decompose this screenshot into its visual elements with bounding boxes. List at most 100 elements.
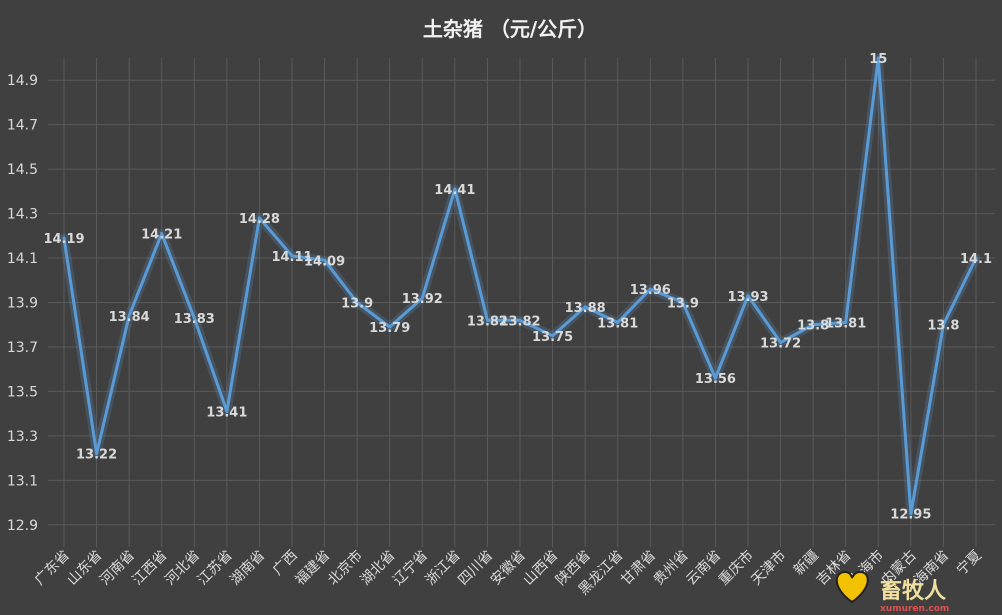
data-point — [420, 296, 424, 300]
data-point — [225, 409, 229, 413]
data-label: 13.22 — [76, 448, 117, 463]
x-tick-label: 四川省 — [455, 548, 496, 589]
data-point — [974, 256, 978, 260]
data-label: 13.9 — [667, 297, 699, 312]
chart-title: 土杂猪 （元/公斤） — [423, 17, 597, 41]
x-tick-label: 江西省 — [130, 548, 171, 589]
data-point — [583, 305, 587, 309]
x-tick-label: 广东省 — [32, 548, 73, 589]
data-label: 13.88 — [565, 301, 606, 316]
y-tick-label: 14.7 — [7, 118, 38, 134]
data-point — [941, 323, 945, 327]
watermark-text: 畜牧人 — [880, 578, 946, 604]
heart-icon — [835, 570, 869, 604]
data-label: 14.21 — [141, 228, 182, 243]
x-tick-label: 北京市 — [324, 547, 366, 589]
series-group — [59, 53, 981, 519]
x-tick-label: 云南省 — [683, 548, 724, 589]
y-tick-label: 12.9 — [7, 518, 38, 534]
data-point — [485, 318, 489, 322]
y-tick-label: 13.1 — [7, 473, 38, 489]
data-point — [551, 334, 555, 338]
data-point — [909, 512, 913, 516]
watermark: 畜牧人 xumuren.com — [835, 570, 949, 614]
data-point — [62, 236, 66, 240]
data-point — [681, 301, 685, 304]
data-labels: 14.1913.2213.8414.2113.8313.4114.2814.11… — [43, 52, 992, 523]
data-label: 13.81 — [825, 317, 866, 332]
x-tick-label: 浙江省 — [423, 548, 464, 589]
y-tick-label: 14.5 — [7, 162, 38, 178]
data-label: 13.93 — [727, 290, 768, 305]
data-point — [95, 452, 99, 456]
data-label: 13.82 — [467, 314, 508, 329]
data-point — [746, 294, 750, 298]
data-point — [127, 314, 131, 318]
data-point — [192, 316, 196, 320]
data-label: 15 — [869, 52, 887, 67]
data-label: 13.72 — [760, 337, 801, 352]
data-label: 13.84 — [109, 310, 150, 325]
x-tick-label: 河北省 — [162, 548, 203, 589]
data-point — [713, 376, 717, 380]
y-tick-label: 13.3 — [7, 429, 38, 445]
x-tick-label: 山西省 — [520, 548, 561, 589]
data-point — [648, 287, 652, 291]
data-label: 13.75 — [532, 330, 573, 345]
data-point — [453, 187, 457, 191]
data-label: 14.09 — [304, 254, 345, 269]
data-label: 13.9 — [341, 297, 373, 312]
data-point — [518, 318, 522, 322]
x-tick-label: 河南省 — [97, 548, 138, 589]
x-tick-label: 湖南省 — [227, 548, 268, 589]
data-point — [388, 325, 392, 329]
x-tick-label: 安徽省 — [488, 548, 529, 589]
data-point — [290, 254, 294, 258]
data-point — [257, 216, 261, 220]
data-label: 14.41 — [434, 183, 475, 198]
data-label: 14.11 — [271, 250, 312, 265]
x-tick-label: 江苏省 — [195, 548, 236, 589]
data-label: 14.28 — [239, 212, 280, 227]
data-label: 14.1 — [960, 252, 992, 267]
data-label: 13.56 — [695, 372, 736, 387]
data-label: 13.8 — [927, 319, 959, 334]
data-label: 13.92 — [402, 292, 443, 307]
y-tick-label: 14.1 — [7, 251, 38, 267]
y-axis: 12.9 13.1 13.3 13.5 13.7 13.9 14.1 14.3 14.5 14.7… — [7, 73, 38, 534]
data-point — [160, 232, 164, 236]
data-label: 13.79 — [369, 321, 410, 336]
data-label: 13.83 — [174, 312, 215, 327]
y-tick-label: 13.9 — [7, 296, 38, 312]
gridlines — [48, 58, 995, 547]
data-label: 13.82 — [499, 314, 540, 329]
x-tick-label: 重庆市 — [715, 547, 757, 589]
x-tick-label: 甘肃省 — [618, 548, 659, 589]
data-point — [779, 341, 783, 345]
data-label: 12.95 — [890, 508, 931, 523]
y-tick-label: 14.9 — [7, 73, 38, 89]
data-label: 13.41 — [206, 405, 247, 420]
watermark-site: xumuren.com — [880, 604, 949, 614]
x-tick-label: 宁夏 — [953, 547, 985, 579]
data-label: 13.8 — [797, 319, 829, 334]
y-tick-label: 13.7 — [7, 340, 38, 356]
y-tick-label: 14.3 — [7, 207, 38, 223]
data-point — [616, 321, 620, 325]
x-tick-label: 山东省 — [64, 548, 105, 589]
x-tick-label: 福建省 — [292, 548, 333, 589]
data-point — [355, 301, 359, 304]
data-label: 13.96 — [630, 283, 671, 298]
x-tick-label: 辽宁省 — [389, 547, 431, 589]
x-tick-label: 湖北省 — [358, 548, 399, 589]
data-point — [811, 323, 815, 327]
data-point — [844, 321, 848, 325]
x-tick-label: 贵州省 — [651, 548, 692, 589]
data-label: 14.19 — [43, 232, 84, 247]
data-point — [323, 258, 327, 262]
y-tick-label: 13.5 — [7, 384, 38, 400]
data-point — [876, 56, 880, 60]
x-tick-label: 天津市 — [748, 547, 790, 589]
